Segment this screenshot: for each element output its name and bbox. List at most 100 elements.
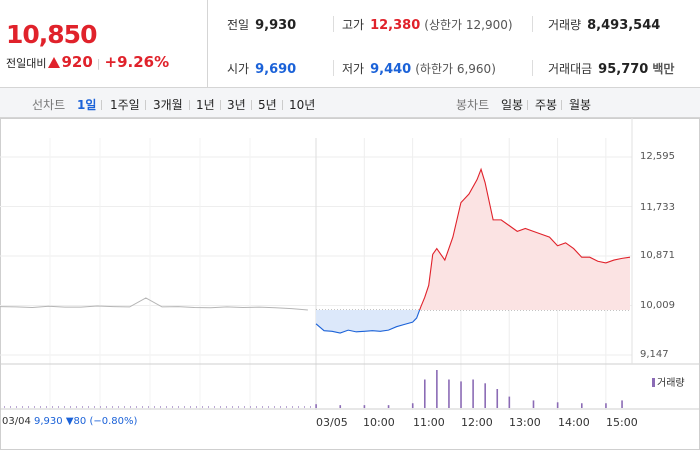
x-tick-label: 12:00 — [461, 416, 493, 429]
tab-separator — [145, 100, 146, 110]
volume-bar — [58, 406, 59, 408]
volume-bar — [268, 406, 269, 408]
upper-limit: (상한가 12,900) — [424, 18, 513, 32]
tab-monthly-candle[interactable]: 월봉 — [569, 98, 592, 112]
volume-bar — [339, 405, 342, 408]
tab-1day[interactable]: 1일 — [77, 98, 97, 112]
volume-bar — [76, 406, 77, 408]
volume-bar — [315, 404, 317, 408]
info-change: 80 — [73, 416, 87, 427]
volume-bar — [172, 406, 173, 408]
change-percent: +9.26% — [104, 53, 170, 71]
tab-5years[interactable]: 5년 — [258, 98, 277, 112]
prev-close-label: 전일 — [227, 18, 250, 32]
volume-bar — [472, 379, 474, 408]
volume-bar — [196, 406, 197, 408]
volume-bar — [184, 406, 185, 408]
x-tick-label: 15:00 — [606, 416, 638, 429]
tab-3months[interactable]: 3개월 — [153, 98, 183, 112]
volume-bar — [34, 406, 35, 408]
volume-bar — [220, 406, 221, 408]
volume-value: 8,493,544 — [587, 18, 661, 33]
volume-bar — [130, 406, 131, 408]
volume-bar — [363, 405, 366, 408]
volume-bar — [106, 406, 107, 408]
volume-bar — [423, 379, 426, 408]
tab-1week[interactable]: 1주일 — [110, 98, 140, 112]
amount-label: 거래대금 — [548, 62, 593, 76]
open-stat: 시가 9,690 — [227, 60, 296, 77]
volume-bar — [460, 381, 462, 408]
prev-close-stat: 전일 9,930 — [227, 16, 296, 33]
info-percent: (−0.80%) — [89, 416, 138, 427]
volume-label: 거래량 — [548, 18, 582, 32]
volume-bar — [166, 406, 167, 408]
y-tick-label: 12,595 — [640, 151, 675, 162]
volume-bar — [214, 406, 215, 408]
x-tick-label: 13:00 — [509, 416, 541, 429]
volume-bar — [148, 406, 149, 408]
volume-bar — [238, 406, 239, 408]
y-tick-label: 10,009 — [640, 300, 675, 311]
stat-divider — [532, 16, 533, 32]
high-value: 12,380 — [370, 18, 421, 33]
tab-separator — [561, 100, 562, 110]
volume-bar — [621, 400, 623, 408]
volume-bar — [40, 406, 41, 408]
price-area-up — [419, 169, 630, 311]
volume-bar — [202, 406, 203, 408]
tab-daily-candle[interactable]: 일봉 — [501, 98, 524, 112]
volume-bar — [298, 406, 299, 408]
chart-tabbar: 선차트 1일 1주일 3개월 1년 3년 5년 10년 봉차트 일봉 주봉 월봉 — [0, 88, 700, 118]
tab-separator — [251, 100, 252, 110]
volume-bar — [411, 403, 414, 408]
volume-bar — [256, 406, 257, 408]
volume-bar — [304, 406, 305, 408]
info-value: 9,930 — [34, 416, 63, 427]
change-separator: | — [96, 57, 101, 70]
volume-bar — [88, 406, 89, 408]
x-tick-label: 11:00 — [413, 416, 445, 429]
volume-bar — [580, 403, 583, 408]
stat-divider — [333, 16, 334, 32]
volume-legend-label: 거래량 — [657, 378, 685, 389]
amount-unit: 백만 — [652, 62, 675, 76]
volume-bar — [286, 406, 287, 408]
change-amount: 920 — [61, 53, 93, 71]
volume-bar — [160, 406, 161, 408]
volume-bar — [118, 406, 119, 408]
low-value: 9,440 — [370, 62, 412, 77]
volume-bar — [262, 406, 263, 408]
open-value: 9,690 — [255, 62, 297, 77]
tab-separator — [189, 100, 190, 110]
volume-bar — [22, 406, 23, 408]
stat-divider — [532, 60, 533, 76]
volume-bar — [436, 370, 438, 408]
stat-divider — [333, 60, 334, 76]
prev-day-info: 03/04 9,930 ▼80 (−0.80%) — [2, 416, 137, 427]
up-triangle-icon — [48, 57, 61, 68]
volume-bar — [124, 406, 125, 408]
low-stat: 저가 9,440 (하한가 6,960) — [342, 60, 496, 77]
down-triangle-icon: ▼ — [65, 416, 74, 427]
volume-bar — [232, 406, 233, 408]
volume-bar — [142, 406, 143, 408]
tab-weekly-candle[interactable]: 주봉 — [535, 98, 558, 112]
high-label: 고가 — [342, 18, 365, 32]
volume-bar — [484, 383, 486, 408]
intraday-chart[interactable] — [0, 118, 700, 450]
volume-bar — [4, 406, 5, 408]
volume-bar — [28, 406, 29, 408]
tab-separator — [527, 100, 528, 110]
volume-bar — [226, 406, 227, 408]
volume-bar — [250, 406, 251, 408]
volume-bar — [605, 403, 607, 408]
tab-3years[interactable]: 3년 — [227, 98, 246, 112]
tab-10years[interactable]: 10년 — [289, 98, 316, 112]
volume-bar — [70, 406, 71, 408]
change-row: 전일대비 920 | +9.26% — [6, 53, 169, 71]
volume-bar — [100, 406, 101, 408]
volume-bar — [154, 406, 155, 408]
info-date: 03/04 — [2, 416, 31, 427]
tab-1year[interactable]: 1년 — [196, 98, 215, 112]
